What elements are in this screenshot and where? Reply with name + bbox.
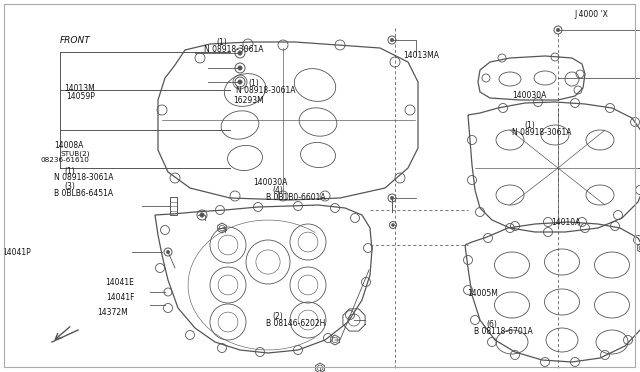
Text: (2): (2) [272,312,283,321]
Circle shape [390,196,394,200]
Circle shape [390,38,394,42]
Text: 14010A: 14010A [552,218,581,227]
Text: J 4000 'X: J 4000 'X [575,10,609,19]
Text: (3): (3) [64,182,75,191]
Circle shape [237,80,243,84]
Text: N 08918-3061A: N 08918-3061A [236,86,295,94]
Text: 14041E: 14041E [106,278,134,287]
Circle shape [166,250,170,254]
Text: 08236-61610: 08236-61610 [41,157,90,163]
Circle shape [392,224,395,227]
Text: 14041P: 14041P [2,248,31,257]
Text: N 08918-3061A: N 08918-3061A [204,45,263,54]
Text: (6): (6) [486,320,497,329]
Text: 14372M: 14372M [97,308,128,317]
Text: 14005M: 14005M [467,289,498,298]
Text: 14013MA: 14013MA [403,51,439,60]
Text: B 08146-6202H: B 08146-6202H [266,319,325,328]
Circle shape [237,66,243,70]
Text: 14059P: 14059P [66,92,95,101]
Text: B 0B1B0-6601A: B 0B1B0-6601A [266,193,325,202]
Text: 140030A: 140030A [512,92,547,100]
Text: (1): (1) [216,38,227,47]
Text: B 08118-6701A: B 08118-6701A [474,327,532,336]
Text: (4): (4) [272,186,283,195]
Text: STUB(2): STUB(2) [60,150,90,157]
Circle shape [200,213,204,217]
Text: N 08918-3061A: N 08918-3061A [512,128,572,137]
Text: (1): (1) [248,79,259,88]
Text: 14013M: 14013M [64,84,95,93]
Text: (1): (1) [64,167,75,176]
Text: 14008A: 14008A [54,141,83,150]
Text: FRONT: FRONT [60,36,90,45]
Text: (1): (1) [525,121,536,130]
Circle shape [237,51,243,55]
Circle shape [556,28,560,32]
Text: 140030A: 140030A [253,178,287,187]
Text: 16293M: 16293M [234,96,264,105]
Text: B 0BLB6-6451A: B 0BLB6-6451A [54,189,113,198]
Text: N 08918-3061A: N 08918-3061A [54,173,114,182]
Text: 14041F: 14041F [106,293,134,302]
